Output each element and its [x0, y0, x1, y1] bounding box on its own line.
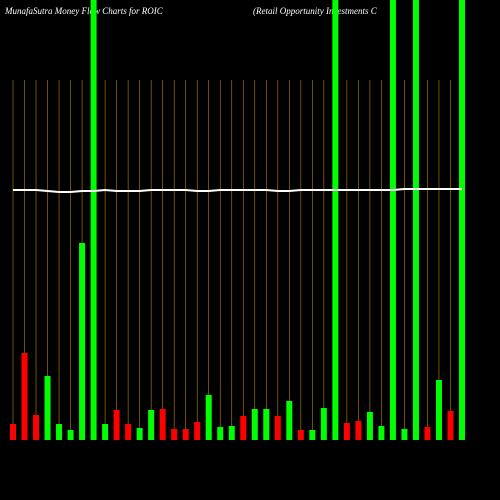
bar	[240, 416, 247, 440]
bar	[459, 0, 465, 440]
bar	[424, 427, 431, 440]
bar	[355, 421, 362, 440]
line	[13, 188, 462, 193]
bar	[171, 429, 178, 440]
bar	[309, 430, 316, 440]
bar	[401, 429, 408, 440]
chart-title: MunafaSutra Money Flow Charts for ROIC	[4, 6, 164, 16]
bar	[10, 424, 16, 440]
bar	[194, 422, 201, 440]
bar	[297, 430, 304, 440]
bar	[447, 411, 454, 440]
bar	[67, 430, 74, 440]
bar	[102, 424, 109, 440]
bar	[251, 409, 258, 440]
bar	[366, 412, 373, 440]
bar	[136, 428, 143, 440]
bar	[378, 426, 385, 440]
bar	[286, 401, 293, 440]
bar	[332, 0, 339, 440]
bar	[33, 415, 40, 440]
bar	[182, 429, 189, 440]
bar	[228, 426, 235, 440]
bar	[148, 410, 155, 440]
bar	[389, 0, 396, 440]
bar	[44, 376, 51, 440]
bar	[113, 410, 120, 440]
chart-subtitle: (Retail Opportunity Investments C	[253, 6, 378, 16]
bar	[343, 423, 350, 440]
bar	[263, 409, 270, 440]
bar	[56, 424, 63, 440]
bar	[90, 0, 97, 440]
bar	[217, 427, 224, 440]
bar	[412, 0, 419, 440]
bar	[320, 408, 327, 440]
bar	[205, 395, 212, 440]
bar	[79, 243, 86, 440]
bar	[435, 380, 442, 440]
bar	[125, 424, 132, 440]
bar	[159, 409, 166, 440]
bar	[21, 353, 28, 440]
bar	[274, 416, 281, 440]
